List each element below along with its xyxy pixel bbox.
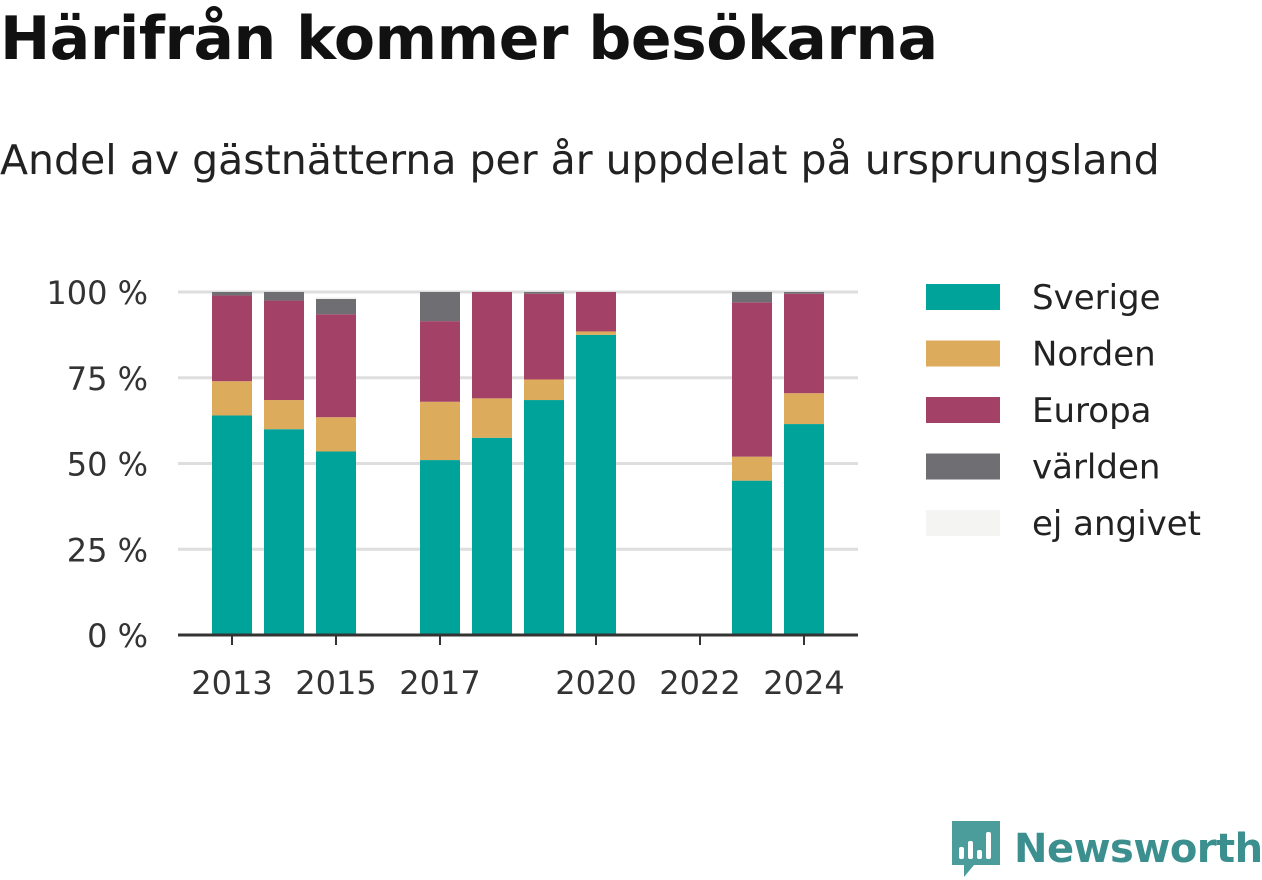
bar-segment xyxy=(732,292,772,303)
bar-segment xyxy=(524,293,564,380)
chart-subtitle: Andel av gästnätterna per år uppdelat på… xyxy=(0,136,1160,184)
legend-label: Norden xyxy=(1032,335,1156,375)
bar-segment xyxy=(212,415,252,635)
y-tick-label: 100 % xyxy=(46,274,148,312)
x-tick-label: 2017 xyxy=(399,664,480,702)
bar-segment xyxy=(264,429,304,635)
legend-swatch xyxy=(926,397,1000,423)
y-tick-label: 75 % xyxy=(67,360,148,398)
legend-swatch xyxy=(926,284,1000,310)
bar-segment xyxy=(316,451,356,635)
bar-segment xyxy=(212,381,252,416)
bar-segment xyxy=(316,314,356,418)
y-tick-label: 50 % xyxy=(67,446,148,484)
bar-segment xyxy=(472,437,512,635)
x-tick-label: 2024 xyxy=(763,664,844,702)
bar-segment xyxy=(732,302,772,457)
bar-segment xyxy=(732,456,772,481)
bar-segment xyxy=(472,292,512,399)
bar-segment xyxy=(576,331,616,335)
bar-segment xyxy=(420,321,460,402)
legend-label: Sverige xyxy=(1032,278,1161,318)
bar-segment xyxy=(784,293,824,394)
bar-segment xyxy=(212,292,252,296)
x-tick-label: 2015 xyxy=(295,664,376,702)
y-tick-label: 0 % xyxy=(87,617,148,655)
bar-segment xyxy=(732,480,772,635)
bar-segment xyxy=(784,292,824,294)
legend-label: ej angivet xyxy=(1032,504,1201,544)
legend-label: Europa xyxy=(1032,391,1151,431)
x-tick-label: 2020 xyxy=(555,664,636,702)
bar-segment xyxy=(316,298,356,315)
bar-segment xyxy=(524,400,564,635)
x-tick-label: 2013 xyxy=(191,664,272,702)
legend-swatch xyxy=(926,340,1000,367)
bar-segment xyxy=(264,292,304,301)
newsworthy-chart-logo-icon xyxy=(952,821,1000,877)
bar-segment xyxy=(420,292,460,322)
legend: Sverige Norden Europa världen ej angivet xyxy=(926,278,1201,544)
newsworthy-logo: Newsworthy xyxy=(950,818,1262,880)
newsworthy-logo-text: Newsworthy xyxy=(1014,826,1262,872)
bar-segment xyxy=(212,295,252,382)
y-tick-label: 25 % xyxy=(67,531,148,569)
legend-label: världen xyxy=(1032,448,1160,488)
bar-segment xyxy=(264,300,304,401)
bar-segment xyxy=(784,424,824,635)
stacked-bar-chart: 0 % 25 % 50 % 75 % 100 % 2013 2015 2017 2020 2022… xyxy=(46,274,1201,702)
chart-title: Härifrån kommer besökarna xyxy=(0,4,938,74)
bar-segment xyxy=(576,292,616,332)
bar-segment xyxy=(524,292,564,294)
bar-segment xyxy=(316,417,356,452)
legend-swatch xyxy=(926,453,1000,480)
bar-segment xyxy=(316,297,356,299)
bar-segment xyxy=(472,398,512,438)
x-tick-label: 2022 xyxy=(659,664,740,702)
bars xyxy=(212,292,824,635)
axes: 0 % 25 % 50 % 75 % 100 % 2013 2015 2017 2020 2022… xyxy=(46,274,858,702)
bar-segment xyxy=(524,379,564,401)
legend-swatch xyxy=(926,510,1000,536)
bar-segment xyxy=(420,460,460,635)
bar-segment xyxy=(420,401,460,461)
bar-segment xyxy=(576,334,616,635)
bar-segment xyxy=(784,393,824,425)
bar-segment xyxy=(264,400,304,430)
